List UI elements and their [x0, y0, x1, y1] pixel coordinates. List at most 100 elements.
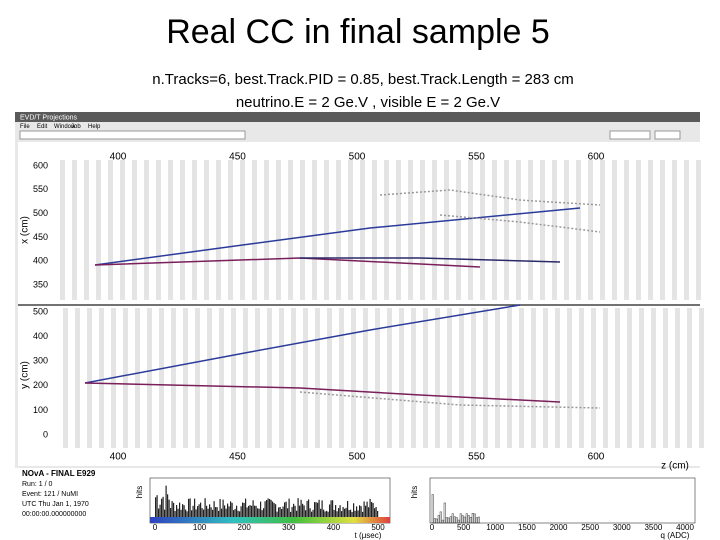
- hist-bin: [329, 504, 331, 517]
- hist-bin: [300, 499, 302, 517]
- hist-bin: [360, 506, 362, 517]
- stripe: [315, 308, 320, 448]
- hist-bin: [339, 505, 341, 517]
- menu-item[interactable]: Help: [88, 124, 101, 130]
- hist-tick-label: 3000: [613, 523, 631, 532]
- hist-bin: [459, 513, 462, 524]
- hist-bin: [233, 510, 235, 517]
- z-tick-label: 400: [110, 152, 127, 163]
- stripe: [483, 308, 488, 448]
- stripe: [552, 160, 557, 300]
- hist-bin: [206, 505, 208, 517]
- hist-x-label: t (μsec): [355, 531, 382, 540]
- z-tick-label: 450: [229, 452, 246, 463]
- stripe: [603, 308, 608, 448]
- hist-bin: [323, 509, 325, 517]
- stripe: [108, 160, 113, 300]
- y-tick-label: 0: [43, 429, 48, 439]
- hist-bin: [263, 508, 265, 517]
- hist-bin: [164, 509, 166, 517]
- stripe: [492, 160, 497, 300]
- stripe: [504, 160, 509, 300]
- stripe: [555, 308, 560, 448]
- hist-bin: [173, 502, 175, 517]
- hist-bin: [330, 500, 332, 517]
- hist-bin: [182, 504, 184, 517]
- hist-bin: [195, 509, 197, 517]
- stripe: [699, 308, 704, 448]
- toolbar-field[interactable]: [654, 130, 681, 140]
- hist-bin: [369, 498, 371, 517]
- stripe: [159, 308, 164, 448]
- stripe: [408, 160, 413, 300]
- hist-bin: [243, 502, 245, 517]
- stripe: [303, 308, 308, 448]
- hist-bin: [275, 504, 277, 517]
- z-tick-label: 400: [110, 452, 127, 463]
- hist-bin: [242, 502, 244, 517]
- y-tick-label: 200: [33, 380, 48, 390]
- hist-bin: [261, 510, 263, 517]
- stripe: [648, 160, 653, 300]
- hist-bin: [188, 498, 190, 517]
- stripe: [396, 160, 401, 300]
- menu-item[interactable]: Job: [71, 124, 81, 130]
- hist-tick-label: 200: [238, 523, 252, 532]
- hist-tick-label: 1500: [518, 523, 536, 532]
- stripe: [471, 308, 476, 448]
- stripe: [615, 308, 620, 448]
- stripe: [639, 308, 644, 448]
- hist-bin: [441, 519, 444, 524]
- stripe: [672, 160, 677, 300]
- toolbar-field[interactable]: [19, 130, 246, 140]
- menu-item[interactable]: Edit: [37, 124, 48, 130]
- hist-tick-label: 400: [327, 523, 341, 532]
- hist-bin: [192, 505, 194, 517]
- hist-bin: [177, 508, 179, 517]
- stripe: [276, 160, 281, 300]
- stripe: [327, 308, 332, 448]
- hist-bin: [350, 509, 352, 517]
- hist-bin: [311, 511, 313, 517]
- stripe: [627, 308, 632, 448]
- stripe: [696, 160, 701, 300]
- stripe: [588, 160, 593, 300]
- stripe: [252, 160, 257, 300]
- hist-bin: [475, 517, 478, 524]
- hist-bin: [170, 508, 172, 517]
- hist-bin: [297, 498, 299, 517]
- hist-bin: [347, 500, 349, 517]
- stripe: [684, 160, 689, 300]
- stripe: [63, 308, 68, 448]
- info-line: NOvA - FINAL E929: [22, 469, 96, 478]
- stripe: [87, 308, 92, 448]
- z-tick-label: 450: [229, 152, 246, 163]
- stripe: [612, 160, 617, 300]
- hist-x-label: q (ADC): [661, 531, 690, 540]
- hist-bin: [203, 509, 205, 517]
- hist-bin: [270, 499, 272, 517]
- hist-bin: [257, 508, 259, 517]
- toolbar-field[interactable]: [609, 130, 651, 140]
- hist-tick-label: 1000: [486, 523, 504, 532]
- stripe: [135, 308, 140, 448]
- hist-bin: [246, 507, 248, 517]
- hist-bin: [186, 511, 188, 517]
- hist-bin: [303, 505, 305, 517]
- hist-bin: [285, 501, 287, 517]
- stripe: [420, 160, 425, 300]
- stripe: [468, 160, 473, 300]
- stripe: [279, 308, 284, 448]
- stripe: [183, 308, 188, 448]
- hist-bin: [258, 508, 260, 517]
- hist-bin: [374, 508, 376, 517]
- stripe: [228, 160, 233, 300]
- stripe: [540, 160, 545, 300]
- hist-bin: [431, 494, 434, 524]
- subtitle-line: neutrino.E = 2 Ge.V , visible E = 2 Ge.V: [236, 94, 500, 111]
- hist-bin: [342, 507, 344, 517]
- menu-item[interactable]: Window: [54, 124, 76, 130]
- x-tick-label: 350: [33, 279, 48, 289]
- hist-bin: [200, 502, 202, 517]
- menu-item[interactable]: File: [20, 124, 30, 130]
